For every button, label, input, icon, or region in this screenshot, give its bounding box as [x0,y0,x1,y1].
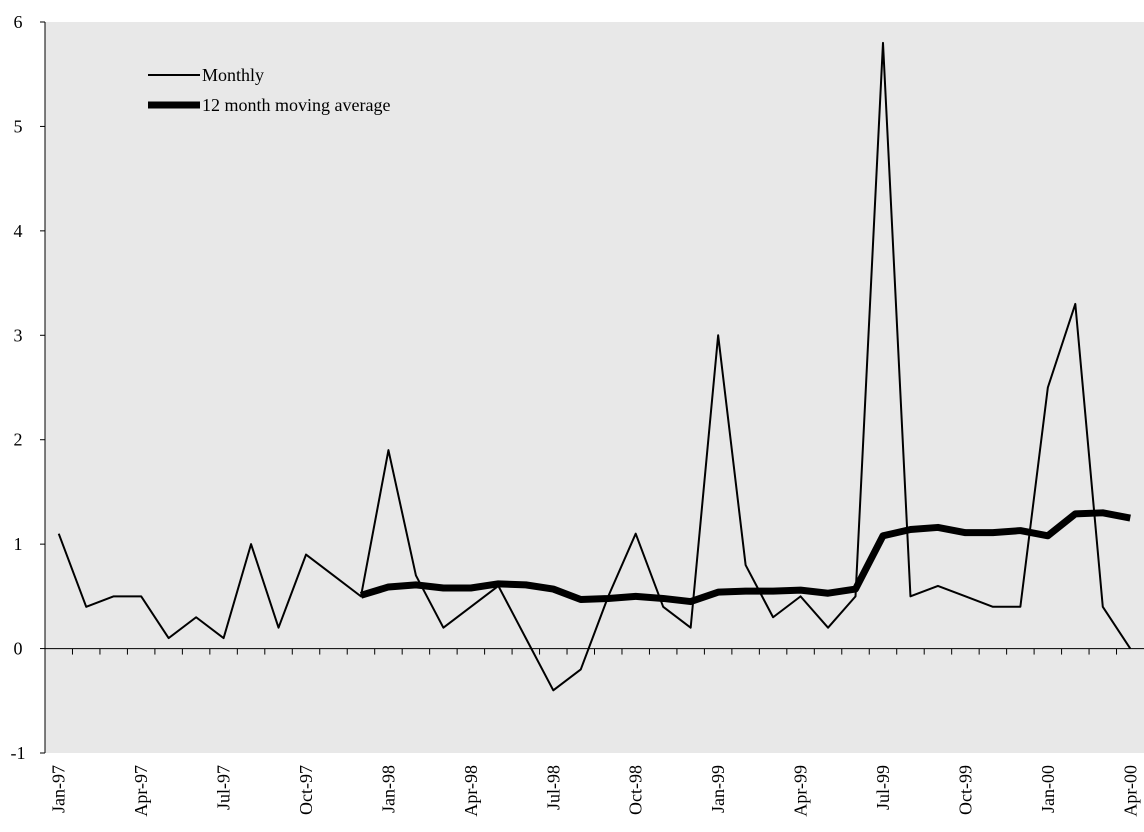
x-tick-label: Apr-98 [461,765,481,817]
legend-label: Monthly [202,65,264,85]
y-tick-label: 5 [14,116,23,136]
x-tick-label: Jul-98 [543,765,563,810]
x-tick-label: Jan-97 [49,765,69,813]
y-tick-label: 6 [14,12,23,32]
x-tick-label: Jan-99 [708,765,728,813]
x-tick-label: Oct-99 [955,765,975,815]
series-line [57,41,1132,692]
x-tick-label: Jan-00 [1038,765,1058,813]
y-tick-label: 1 [14,534,23,554]
x-tick-label: Jul-97 [214,765,234,810]
x-tick-label: Oct-98 [626,765,646,815]
x-tick-label: Jan-98 [378,765,398,813]
x-tick-label: Apr-00 [1120,765,1140,817]
y-tick-label: 4 [14,221,23,241]
legend-label: 12 month moving average [202,95,390,115]
x-tick-label: Oct-97 [296,765,316,815]
plot-area [45,22,1144,753]
x-tick-label: Apr-99 [791,765,811,817]
x-tick-label: Jul-99 [873,765,893,810]
series-line [359,509,1131,606]
y-tick-label: 3 [14,325,23,345]
x-tick-label: Apr-97 [131,765,151,817]
y-tick-label: 0 [14,639,23,659]
y-tick-label: -1 [11,743,26,763]
y-tick-label: 2 [14,430,23,450]
